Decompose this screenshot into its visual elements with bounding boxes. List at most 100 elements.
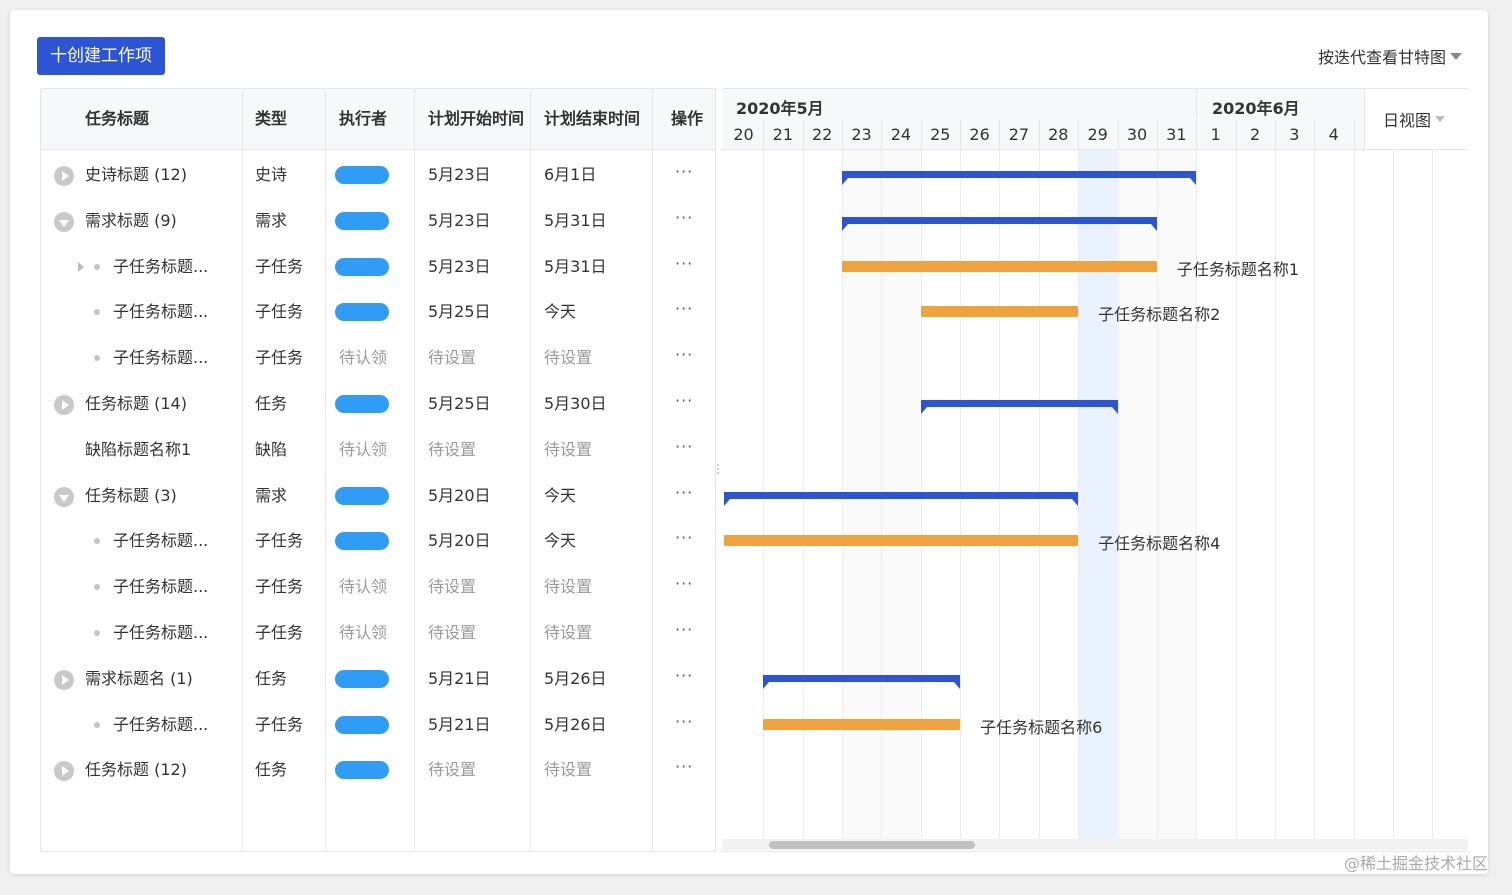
parent-task-bar[interactable] [842, 216, 1157, 231]
view-mode-select[interactable]: 日视图 [1364, 89, 1468, 149]
plan-end-date[interactable]: 5月30日 [544, 394, 607, 413]
assignee-avatar[interactable] [335, 761, 389, 780]
horizontal-scrollbar[interactable] [722, 839, 1468, 850]
assignee-avatar[interactable] [335, 532, 389, 551]
header-plan-end[interactable]: 计划结束时间 [544, 109, 641, 128]
plan-start-date[interactable]: 5月20日 [428, 531, 491, 551]
task-title[interactable]: 子任务标题... [113, 302, 209, 322]
more-actions-icon[interactable]: ··· [675, 299, 694, 319]
parent-task-bar[interactable] [920, 400, 1118, 414]
assignee-avatar[interactable] [335, 486, 389, 505]
collapse-icon[interactable] [54, 211, 74, 232]
task-title[interactable]: 史诗标题 (12) [85, 165, 187, 184]
create-work-item-button[interactable]: 十创建工作项 [37, 37, 165, 75]
task-title[interactable]: 子任务标题... [113, 348, 209, 368]
task-title[interactable]: 子任务标题... [113, 577, 209, 597]
parent-task-bar[interactable] [763, 674, 961, 689]
assignee[interactable]: 待认领 [339, 348, 388, 368]
more-actions-icon[interactable]: ··· [675, 528, 694, 548]
task-title[interactable]: 需求标题 (9) [85, 210, 177, 230]
plan-end-date[interactable]: 5月31日 [544, 256, 607, 276]
table-row[interactable]: 子任务标题... 子任务 5月25日 今天 ··· [41, 289, 716, 335]
plan-start-date[interactable]: 待设置 [428, 623, 477, 642]
assignee[interactable]: 待认领 [339, 439, 388, 459]
table-row[interactable]: 任务标题 (12) 任务 待设置 待设置 ··· [41, 747, 716, 793]
plan-end-date[interactable]: 5月31日 [544, 210, 607, 230]
header-plan-start[interactable]: 计划开始时间 [428, 109, 525, 128]
header-assignee[interactable]: 执行者 [339, 109, 388, 128]
plan-start-date[interactable]: 5月21日 [428, 668, 491, 688]
plan-start-date[interactable]: 5月23日 [428, 165, 491, 184]
assignee[interactable]: 待认领 [339, 577, 388, 597]
header-type[interactable]: 类型 [255, 109, 288, 128]
assignee-avatar[interactable] [335, 303, 389, 322]
plan-start-date[interactable]: 5月25日 [428, 394, 491, 413]
assignee[interactable]: 待认领 [339, 623, 388, 642]
plan-end-date[interactable]: 今天 [544, 302, 577, 322]
plan-end-date[interactable]: 待设置 [544, 760, 593, 780]
expand-icon[interactable] [54, 761, 74, 782]
expand-arrow-icon[interactable] [78, 261, 84, 272]
plan-end-date[interactable]: 待设置 [544, 577, 593, 597]
more-actions-icon[interactable]: ··· [675, 162, 694, 181]
plan-start-date[interactable]: 5月21日 [428, 714, 491, 734]
plan-start-date[interactable]: 5月23日 [428, 256, 491, 276]
more-actions-icon[interactable]: ··· [675, 207, 694, 227]
header-task-title[interactable]: 任务标题 [85, 109, 150, 128]
assignee-avatar[interactable] [335, 395, 389, 413]
task-title[interactable]: 缺陷标题名称1 [85, 439, 192, 459]
plan-end-date[interactable]: 5月26日 [544, 714, 607, 734]
table-row[interactable]: 子任务标题... 子任务 5月20日 今天 ··· [41, 518, 716, 564]
table-row[interactable]: 缺陷标题名称1 缺陷 待认领 待设置 待设置 ··· [41, 427, 716, 473]
task-title[interactable]: 子任务标题... [113, 256, 209, 276]
table-row[interactable]: 子任务标题... 子任务 待认领 待设置 待设置 ··· [41, 564, 716, 610]
table-row[interactable]: 子任务标题... 子任务 待认领 待设置 待设置 ··· [41, 335, 716, 381]
parent-task-bar[interactable] [724, 491, 1079, 506]
collapse-icon[interactable] [54, 486, 74, 507]
assignee-avatar[interactable] [335, 257, 389, 276]
more-actions-icon[interactable]: ··· [675, 620, 694, 639]
task-title[interactable]: 需求标题名 (1) [85, 668, 193, 688]
more-actions-icon[interactable]: ··· [675, 665, 694, 685]
subtask-bar[interactable] [842, 260, 1157, 272]
more-actions-icon[interactable]: ··· [675, 482, 694, 502]
assignee-avatar[interactable] [335, 669, 389, 688]
subtask-bar[interactable] [763, 718, 961, 730]
expand-icon[interactable] [54, 669, 74, 690]
table-row[interactable]: 需求标题 (9) 需求 5月23日 5月31日 ··· [41, 198, 716, 244]
task-title[interactable]: 任务标题 (14) [85, 394, 187, 413]
task-title[interactable]: 子任务标题... [113, 531, 209, 551]
plan-start-date[interactable]: 5月20日 [428, 485, 491, 505]
plan-end-date[interactable]: 6月1日 [544, 165, 597, 184]
task-title[interactable]: 子任务标题... [113, 714, 209, 734]
scrollbar-thumb[interactable] [769, 841, 975, 849]
pane-resize-handle[interactable] [716, 462, 720, 478]
table-row[interactable]: 子任务标题... 子任务 5月21日 5月26日 ··· [41, 702, 716, 748]
table-row[interactable]: 子任务标题... 子任务 5月23日 5月31日 ··· [41, 244, 716, 290]
task-title[interactable]: 任务标题 (3) [85, 485, 177, 505]
more-actions-icon[interactable]: ··· [675, 253, 694, 273]
table-row[interactable]: 史诗标题 (12) 史诗 5月23日 6月1日 ··· [41, 152, 716, 198]
table-row[interactable]: 任务标题 (14) 任务 5月25日 5月30日 ··· [41, 381, 716, 427]
plan-end-date[interactable]: 今天 [544, 531, 577, 551]
table-row[interactable]: 需求标题名 (1) 任务 5月21日 5月26日 ··· [41, 656, 716, 702]
plan-end-date[interactable]: 今天 [544, 485, 577, 505]
more-actions-icon[interactable]: ··· [675, 345, 694, 365]
subtask-bar[interactable] [920, 306, 1079, 318]
more-actions-icon[interactable]: ··· [675, 436, 694, 456]
plan-end-date[interactable]: 待设置 [544, 623, 593, 642]
expand-icon[interactable] [54, 166, 74, 186]
plan-end-date[interactable]: 待设置 [544, 348, 593, 368]
subtask-bar[interactable] [724, 535, 1079, 547]
plan-end-date[interactable]: 5月26日 [544, 668, 607, 688]
plan-start-date[interactable]: 待设置 [428, 348, 477, 368]
plan-start-date[interactable]: 待设置 [428, 577, 477, 597]
task-title[interactable]: 任务标题 (12) [85, 760, 187, 780]
table-row[interactable]: 子任务标题... 子任务 待认领 待设置 待设置 ··· [41, 610, 716, 656]
table-row[interactable]: 任务标题 (3) 需求 5月20日 今天 ··· [41, 473, 716, 519]
plan-start-date[interactable]: 5月23日 [428, 210, 491, 230]
iteration-gantt-view-dropdown[interactable]: 按迭代查看甘特图 [1318, 44, 1462, 68]
more-actions-icon[interactable]: ··· [675, 711, 694, 731]
more-actions-icon[interactable]: ··· [675, 574, 694, 594]
plan-start-date[interactable]: 5月25日 [428, 302, 491, 322]
